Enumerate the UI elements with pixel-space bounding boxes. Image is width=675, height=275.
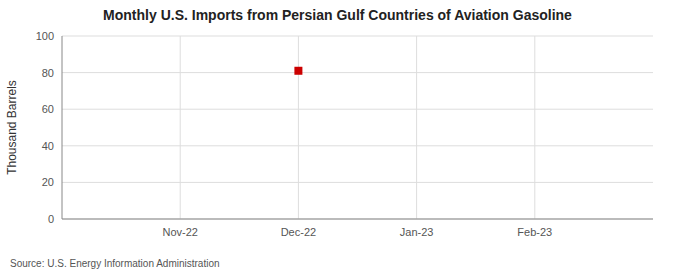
grid-line-x bbox=[534, 36, 535, 219]
chart-svg: Monthly U.S. Imports from Persian Gulf C… bbox=[0, 0, 675, 275]
grid-line-x bbox=[298, 36, 299, 219]
x-tick-label: Feb-23 bbox=[517, 226, 552, 238]
y-tick-label: 60 bbox=[42, 103, 54, 115]
marks bbox=[294, 67, 302, 75]
grid-line-y bbox=[62, 182, 653, 183]
chart-container: Monthly U.S. Imports from Persian Gulf C… bbox=[0, 0, 675, 275]
grid-line-x bbox=[416, 36, 417, 219]
grid-line-x bbox=[180, 36, 181, 219]
y-tick-label: 100 bbox=[36, 30, 54, 42]
grid-line-y bbox=[62, 36, 653, 37]
y-tick-label: 0 bbox=[48, 213, 54, 225]
x-tick-label: Jan-23 bbox=[400, 226, 434, 238]
source-note: Source: U.S. Energy Information Administ… bbox=[10, 258, 220, 269]
y-tick-label: 40 bbox=[42, 140, 54, 152]
x-tick-label: Nov-22 bbox=[162, 226, 197, 238]
y-axis-label: Thousand Barrels bbox=[5, 80, 19, 175]
y-tick-label: 20 bbox=[42, 176, 54, 188]
grid bbox=[62, 36, 653, 219]
title: Monthly U.S. Imports from Persian Gulf C… bbox=[103, 7, 572, 23]
grid-line-y bbox=[62, 219, 653, 220]
y-axis-line bbox=[62, 36, 63, 219]
x-tick-label: Dec-22 bbox=[281, 226, 316, 238]
data-point bbox=[294, 67, 302, 75]
grid-line-y bbox=[62, 145, 653, 146]
y-tick-label: 80 bbox=[42, 67, 54, 79]
grid-line-y bbox=[62, 109, 653, 110]
grid-line-y bbox=[62, 72, 653, 73]
x-axis-line bbox=[62, 219, 653, 220]
